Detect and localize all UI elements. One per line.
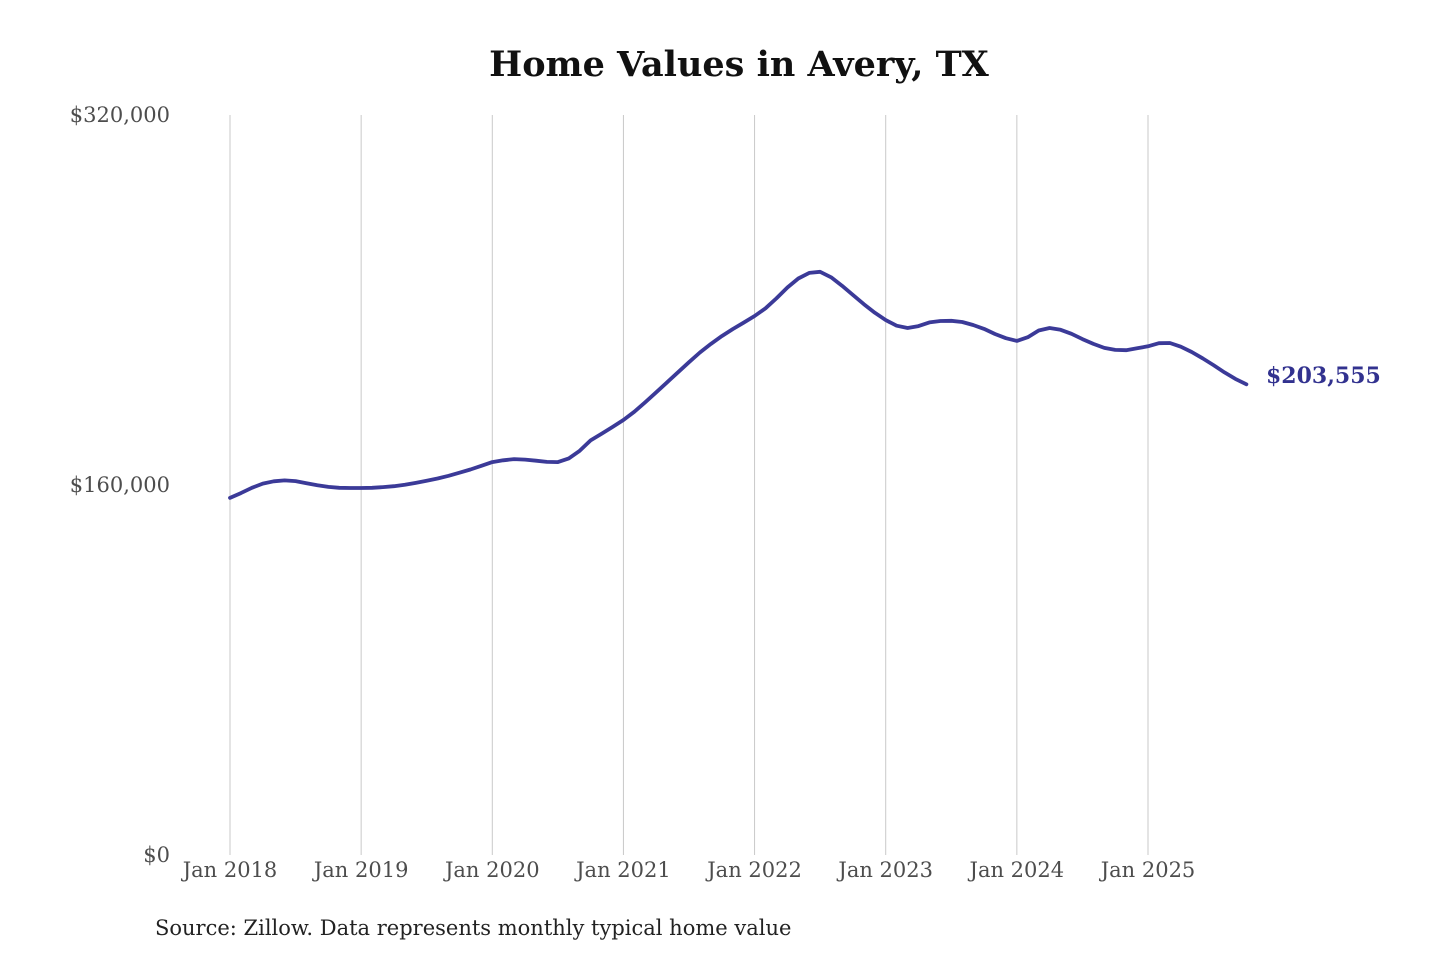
latest-value-label: $203,555 [1266, 363, 1381, 389]
x-axis-tick-label: Jan 2022 [707, 858, 802, 882]
x-axis-tick-label: Jan 2018 [182, 858, 278, 882]
x-axis-tick-label: Jan 2020 [444, 858, 540, 882]
y-axis-tick-label-160k: $160,000 [69, 473, 170, 497]
source-note: Source: Zillow. Data represents monthly … [155, 916, 792, 940]
home-value-line-series [228, 269, 1249, 500]
x-axis-tick-label: Jan 2025 [1100, 858, 1196, 882]
y-axis-tick-label-320k: $320,000 [69, 103, 170, 127]
x-axis-tick-label: Jan 2024 [969, 858, 1065, 882]
x-axis-tick-label: Jan 2023 [838, 858, 933, 882]
chart-title: Home Values in Avery, TX [489, 44, 989, 85]
vertical-gridlines [229, 115, 1149, 855]
y-axis-tick-label-0: $0 [143, 843, 170, 867]
x-axis-tick-label: Jan 2019 [313, 858, 409, 882]
x-axis-tick-label: Jan 2021 [576, 858, 671, 882]
